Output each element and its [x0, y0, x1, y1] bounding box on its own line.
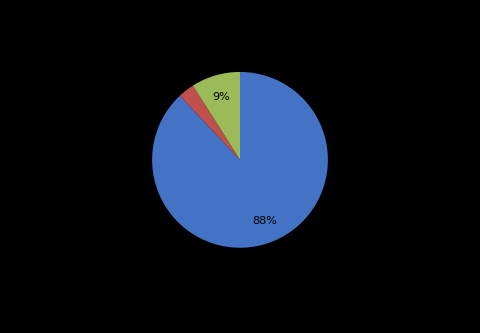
- Wedge shape: [180, 86, 240, 160]
- Wedge shape: [152, 72, 328, 248]
- Wedge shape: [193, 72, 240, 160]
- Text: 88%: 88%: [252, 216, 276, 226]
- Text: 9%: 9%: [213, 92, 230, 102]
